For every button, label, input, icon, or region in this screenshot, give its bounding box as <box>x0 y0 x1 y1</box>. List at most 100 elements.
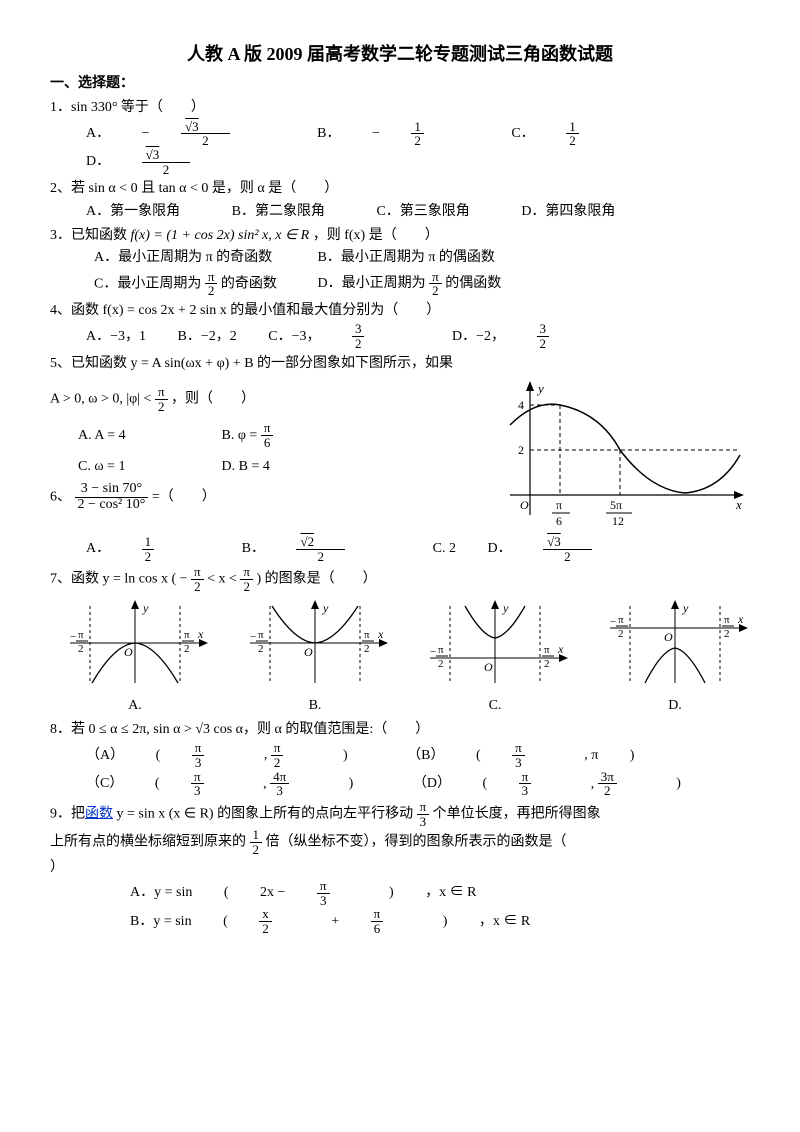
q7-graphD: y x O − π 2 π 2 D. <box>600 598 750 717</box>
q2-stem: 2、若 sin α < 0 且 tan α < 0 是，则 α 是（ ） <box>50 181 338 196</box>
fraction: 12 <box>566 120 607 148</box>
den: 3 <box>270 784 289 798</box>
den: 2 <box>296 550 345 564</box>
num: x <box>259 907 272 922</box>
q4-optA: A．−3，1 <box>86 326 146 348</box>
num: 1 <box>411 120 424 135</box>
q5-row1: A. A = 4 B. φ = π6 <box>78 421 490 449</box>
text: ，x ∈ R <box>425 882 476 904</box>
text: B. φ = <box>222 428 261 443</box>
num: 1 <box>566 120 579 135</box>
den: 3 <box>417 815 430 829</box>
label-b: B. <box>240 695 390 717</box>
q9-line3: ） <box>50 857 750 879</box>
ylabel: y <box>502 601 509 615</box>
fraction: 12 <box>142 535 183 563</box>
num: 3 <box>352 322 365 337</box>
q2-options: A．第一象限角 B．第二象限角 C．第三象限角 D．第四象限角 <box>86 201 750 223</box>
fraction: 3π2 <box>598 770 645 798</box>
svg-text:−: − <box>250 631 256 643</box>
q5-optA: A. A = 4 <box>78 425 218 447</box>
q1-optD: D． √32 <box>86 148 246 176</box>
t: π <box>364 629 370 641</box>
fraction: x2 <box>259 907 300 935</box>
den: 2 − cos² 10° <box>75 498 149 513</box>
den: 2 <box>142 550 155 564</box>
num: π <box>429 270 442 285</box>
q5-optB: B. φ = π6 <box>222 428 274 443</box>
fraction: √32 <box>543 535 620 563</box>
opt-label: D． <box>86 151 110 173</box>
den: 2 <box>411 134 424 148</box>
t: 2 <box>184 643 190 655</box>
q5-line1: 5、已知函数 y = A sin(ωx + φ) + B 的一部分图象如下图所示… <box>50 353 750 375</box>
text: ，则（ ） <box>171 391 255 406</box>
num: π <box>192 741 205 756</box>
t: π <box>184 629 190 641</box>
q2-optC: C．第三象限角 <box>376 201 469 223</box>
svg-text:−: − <box>70 631 76 643</box>
text: C．最小正周期为 <box>94 276 205 291</box>
num: π <box>519 770 532 785</box>
q6-optA: A． 12 <box>86 535 210 563</box>
num: π <box>371 907 384 922</box>
den: 2 <box>259 922 272 936</box>
origin: O <box>664 630 673 644</box>
fraction: π2 <box>240 565 253 593</box>
question-8: 8．若 0 ≤ α ≤ 2π, sin α > √3 cos α，则 α 的取值… <box>50 719 750 798</box>
fraction: π2 <box>271 741 312 769</box>
num: π <box>271 741 284 756</box>
num: 3 <box>537 322 550 337</box>
den: 6 <box>371 922 384 936</box>
svg-text:−: − <box>430 646 436 658</box>
num: π <box>205 270 218 285</box>
val: π <box>591 745 598 767</box>
num: 1 <box>142 535 155 550</box>
question-7: 7、函数 y = ln cos x ( − π2 < x < π2 ) 的图象是… <box>50 565 750 717</box>
q1-stem: 1．sin 330° 等于（ ） <box>50 100 205 115</box>
q9-options: A．y = sin ( 2x − π3 ) ，x ∈ R B．y = sin (… <box>130 879 750 936</box>
xlabel: x <box>197 627 204 641</box>
tick-y4: 4 <box>518 398 524 412</box>
text: D． <box>487 538 511 560</box>
den: 2 <box>155 400 168 414</box>
t: 2 <box>724 628 730 640</box>
fraction: π3 <box>417 800 430 828</box>
t: 2 <box>364 643 370 655</box>
ylabel: y <box>682 601 689 615</box>
num: π <box>191 770 204 785</box>
question-9: 9．把函数 y = sin x (x ∈ R) 的图象上所有的点向左平行移动 π… <box>50 800 750 936</box>
num: π <box>191 565 204 580</box>
q9-optB: B．y = sin ( x2 + π6 ) ，x ∈ R <box>130 907 558 935</box>
den: 3 <box>519 784 532 798</box>
q5-optD: D. B = 4 <box>222 459 270 474</box>
fraction: 3 − sin 70°2 − cos² 10° <box>75 482 149 512</box>
num: 3π <box>598 770 617 785</box>
xlabel: x <box>377 627 384 641</box>
opt-label: C． <box>511 123 534 145</box>
q4-options: A．−3，1 B．−2，2 C．−3， 32 D．−2， 32 <box>86 322 750 350</box>
fraction: π6 <box>261 421 274 449</box>
text: （B） <box>407 745 444 767</box>
q3-optC: C．最小正周期为 π2 的奇函数 <box>94 270 314 298</box>
fraction: π3 <box>317 879 358 907</box>
num: 4π <box>270 770 289 785</box>
tick2-den: 12 <box>612 514 624 528</box>
den: 3 <box>192 756 205 770</box>
den: 3 <box>512 756 525 770</box>
q9-mid: y = sin x (x ∈ R) 的图象上所有的点向左平行移动 <box>113 806 417 821</box>
function-link[interactable]: 函数 <box>85 806 113 821</box>
q3-post: ，则 f(x) 是（ ） <box>313 228 439 243</box>
num: π <box>261 421 274 436</box>
text: D．−2， <box>452 326 505 348</box>
q8-optD: （D） ( π3 , 3π2 ) <box>413 770 709 798</box>
text: 上所有点的横坐标缩短到原来的 <box>50 835 250 850</box>
q4-optD: D．−2， 32 <box>452 322 605 350</box>
q8-stem: 8．若 0 ≤ α ≤ 2π, sin α > √3 cos α，则 α 的取值… <box>50 722 429 737</box>
sign: − <box>372 123 380 145</box>
den: 2 <box>271 756 284 770</box>
text: 的奇函数 <box>221 276 277 291</box>
q7-post: 的图象是（ ） <box>265 572 377 587</box>
text: A > 0, ω > 0, |φ| < <box>50 391 155 406</box>
q1-options: A． − √32 B． − 12 C． 12 D． √32 <box>86 120 750 177</box>
